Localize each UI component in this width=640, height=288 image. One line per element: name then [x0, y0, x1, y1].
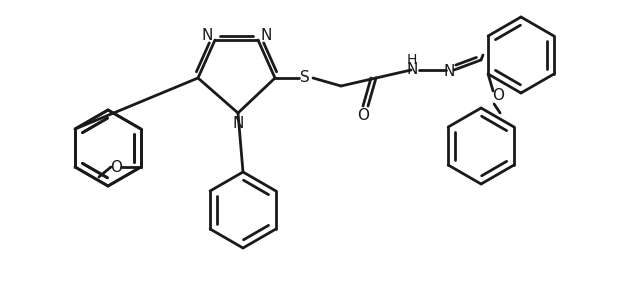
Text: O: O	[110, 160, 122, 175]
Text: N: N	[444, 65, 454, 79]
Text: O: O	[357, 109, 369, 124]
Text: N: N	[406, 62, 418, 77]
Text: S: S	[300, 71, 310, 86]
Text: O: O	[492, 88, 504, 103]
Text: H: H	[407, 53, 417, 67]
Text: N: N	[260, 29, 272, 43]
Text: N: N	[232, 115, 244, 130]
Text: N: N	[202, 29, 212, 43]
